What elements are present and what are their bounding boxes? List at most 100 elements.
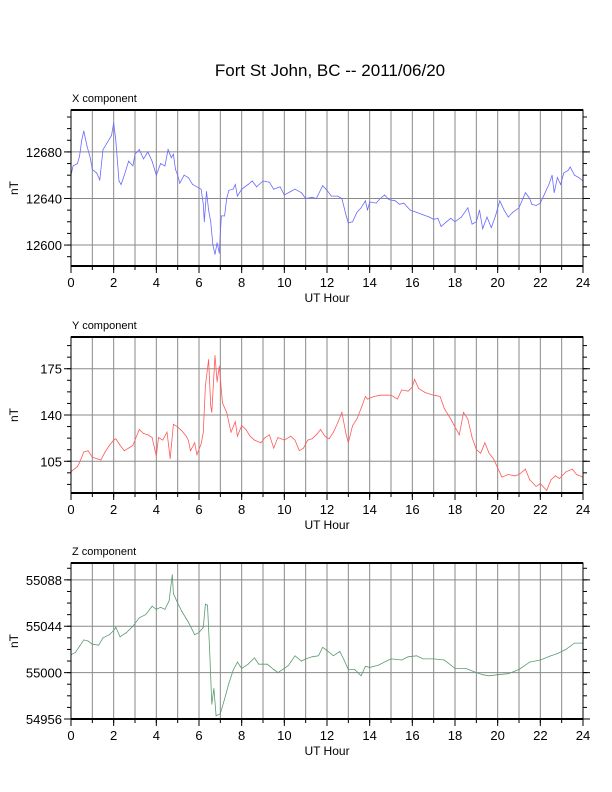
data-point <box>128 160 130 162</box>
data-point <box>245 429 247 430</box>
data-point <box>212 244 214 246</box>
data-point <box>305 658 307 660</box>
data-point <box>260 442 262 444</box>
data-point <box>565 471 567 473</box>
data-point <box>210 405 212 407</box>
data-point <box>475 672 477 674</box>
data-point <box>262 180 264 182</box>
data-point <box>155 455 157 457</box>
data-point <box>461 216 462 218</box>
data-point <box>273 447 275 449</box>
data-point <box>503 209 505 211</box>
data-point <box>479 209 480 211</box>
data-point <box>454 426 456 428</box>
y-tick-label: 55000 <box>26 666 62 681</box>
data-point <box>181 611 183 612</box>
data-point <box>365 396 366 397</box>
data-point <box>273 188 275 190</box>
data-point <box>102 637 104 639</box>
x-tick-label: 10 <box>277 502 291 517</box>
data-point <box>347 442 349 444</box>
data-point <box>79 462 80 463</box>
data-point <box>256 186 257 188</box>
data-point <box>102 149 104 150</box>
data-point <box>210 221 212 223</box>
data-point <box>170 157 172 159</box>
data-point <box>106 142 108 143</box>
data-point <box>507 474 509 475</box>
data-point <box>89 157 91 159</box>
data-point <box>437 217 439 219</box>
panel-title: Y component <box>72 320 137 332</box>
data-point <box>128 447 130 449</box>
data-point <box>352 425 353 426</box>
x-tick-label: 0 <box>67 728 74 743</box>
data-point <box>196 454 198 456</box>
x-tick-label: 8 <box>238 728 245 743</box>
data-point <box>488 675 490 677</box>
data-point <box>546 489 548 491</box>
data-point <box>324 435 326 437</box>
data-point <box>119 445 121 446</box>
data-point <box>290 191 292 192</box>
data-point <box>345 434 347 436</box>
x-tick-label: 12 <box>320 275 334 290</box>
data-point <box>283 194 285 196</box>
data-point <box>96 172 97 174</box>
data-point <box>311 438 313 440</box>
data-point <box>164 165 166 167</box>
data-point <box>407 656 409 658</box>
data-point <box>407 390 409 392</box>
data-point <box>138 617 140 619</box>
x-tick-label: 22 <box>533 728 547 743</box>
data-point <box>173 593 174 594</box>
data-point <box>100 459 102 461</box>
data-point <box>277 437 279 438</box>
data-point <box>360 675 362 677</box>
data-point <box>574 642 575 644</box>
data-point <box>98 644 100 646</box>
data-point <box>337 422 339 424</box>
chart-title: Fort St John, BC -- 2011/06/20 <box>215 61 445 80</box>
data-point <box>254 657 255 659</box>
data-point <box>113 122 115 124</box>
data-point <box>403 202 405 204</box>
y-tick-label: 12600 <box>26 238 62 253</box>
data-point <box>339 651 341 652</box>
data-point <box>369 666 371 668</box>
data-point <box>207 604 208 606</box>
data-point <box>115 139 117 141</box>
data-point <box>277 672 279 674</box>
y-axis-label: nT <box>7 180 21 195</box>
data-point <box>202 626 204 628</box>
data-point <box>397 398 398 400</box>
data-point <box>115 438 117 440</box>
data-point <box>301 192 302 194</box>
data-point <box>514 475 516 477</box>
data-point <box>190 450 191 452</box>
data-point <box>83 130 85 132</box>
data-point <box>226 411 228 413</box>
x-tick-label: 24 <box>576 728 590 743</box>
data-point <box>379 198 381 199</box>
x-axis-label: UT Hour <box>304 518 349 532</box>
data-point <box>443 407 445 409</box>
data-point <box>221 215 222 217</box>
data-point <box>373 396 375 397</box>
y-tick-label: 105 <box>40 454 62 469</box>
data-point <box>518 474 520 475</box>
data-point <box>507 216 509 218</box>
data-point <box>203 221 205 223</box>
data-point <box>518 669 520 670</box>
x-tick-label: 22 <box>533 502 547 517</box>
data-point <box>247 663 249 665</box>
data-point <box>155 608 157 610</box>
data-point <box>232 188 234 190</box>
data-point <box>315 434 317 436</box>
data-point <box>214 253 216 255</box>
data-point <box>475 448 477 450</box>
data-point <box>192 184 194 185</box>
y-tick-label: 140 <box>40 408 62 423</box>
data-point <box>123 450 125 452</box>
